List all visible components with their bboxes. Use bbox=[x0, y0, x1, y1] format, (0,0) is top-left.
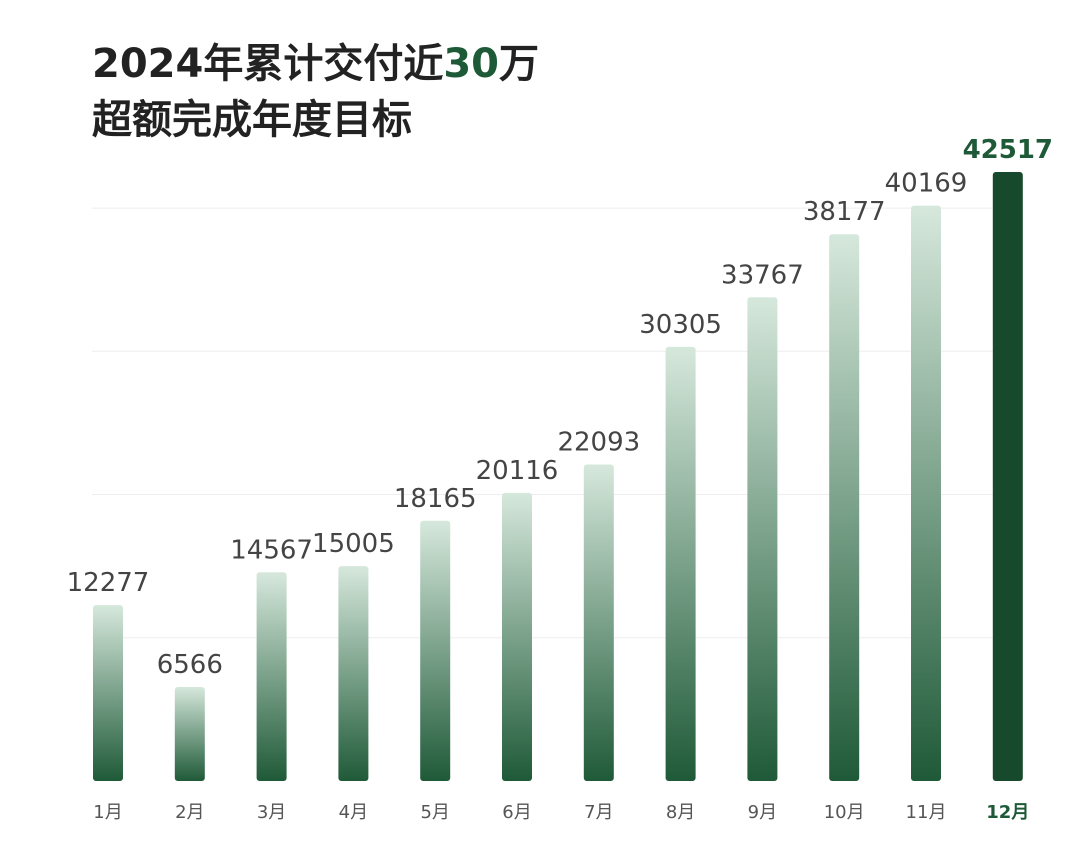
bar-value-label: 20116 bbox=[476, 456, 559, 486]
x-tick-label: 7月 bbox=[584, 802, 613, 823]
x-tick-label: 2月 bbox=[175, 802, 204, 823]
bar-value-label: 15005 bbox=[312, 529, 395, 559]
bar bbox=[992, 172, 1023, 781]
bar-value-label: 22093 bbox=[557, 428, 640, 458]
title-suffix: 万 bbox=[499, 41, 539, 87]
bar bbox=[256, 572, 287, 781]
chart-title: 2024年累计交付近30万 bbox=[92, 36, 539, 92]
bar bbox=[420, 520, 451, 781]
bar-value-label: 33767 bbox=[721, 260, 804, 290]
x-tick-label: 10月 bbox=[824, 802, 865, 823]
title-highlight: 30 bbox=[443, 41, 499, 87]
x-tick-label: 12月 bbox=[986, 802, 1029, 823]
x-tick-label: 9月 bbox=[748, 802, 777, 823]
x-tick-label: 8月 bbox=[666, 802, 695, 823]
bar bbox=[502, 492, 532, 781]
x-tick-label: 3月 bbox=[257, 802, 286, 823]
bar-value-label: 38177 bbox=[803, 197, 886, 227]
bar-value-label: 6566 bbox=[157, 650, 223, 680]
x-tick-label: 5月 bbox=[420, 802, 449, 823]
bar bbox=[747, 297, 778, 781]
bar bbox=[93, 605, 123, 781]
bar bbox=[174, 687, 205, 781]
x-tick-label: 11月 bbox=[906, 802, 947, 823]
bar bbox=[911, 205, 941, 782]
bar bbox=[665, 346, 696, 781]
x-tick-label: 1月 bbox=[93, 802, 122, 823]
bar bbox=[338, 566, 369, 781]
bar-value-label: 12277 bbox=[67, 568, 150, 598]
bar bbox=[583, 464, 614, 781]
x-tick-label: 6月 bbox=[502, 802, 531, 823]
bar-value-label: 40169 bbox=[885, 169, 968, 199]
bar-value-label: 42517 bbox=[963, 135, 1053, 165]
chart-subtitle: 超额完成年度目标 bbox=[92, 97, 412, 143]
chart-header: 2024年累计交付近30万 超额完成年度目标 bbox=[92, 36, 539, 148]
bar-value-label: 30305 bbox=[639, 310, 722, 340]
bar-value-label: 18165 bbox=[394, 484, 477, 514]
title-prefix: 2024年累计交付近 bbox=[92, 41, 444, 87]
bar-value-label: 14567 bbox=[230, 535, 313, 565]
bar bbox=[829, 234, 860, 781]
x-tick-label: 4月 bbox=[339, 802, 368, 823]
